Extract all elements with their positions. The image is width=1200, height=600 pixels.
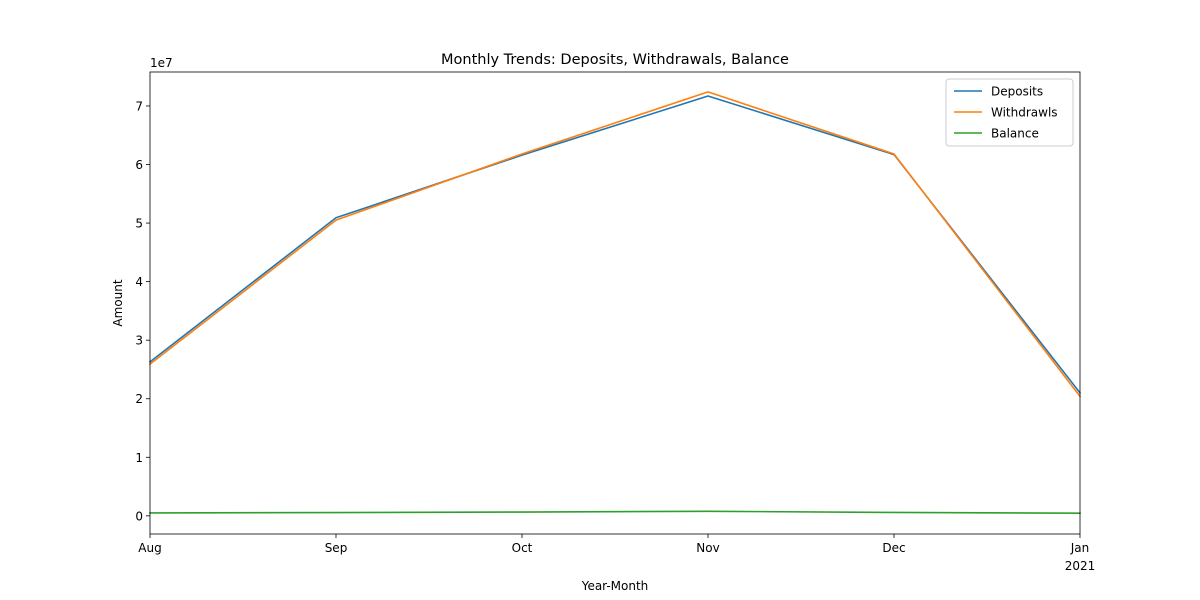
- x-tick-label: Nov: [696, 541, 719, 555]
- legend-label: Balance: [991, 127, 1039, 141]
- x-tick-label: Aug: [138, 541, 161, 555]
- series-line-balance: [149, 510, 1081, 515]
- series-line-withdrawls: [148, 91, 1082, 398]
- x-tick-label: Sep: [325, 541, 348, 555]
- y-axis-label: Amount: [111, 279, 125, 326]
- y-axis-offset-label: 1e7: [150, 56, 173, 70]
- x-tick-label-year: 2021: [1065, 559, 1096, 573]
- y-tick-label: 4: [135, 275, 143, 289]
- y-tick-label: 2: [135, 392, 143, 406]
- chart-title: Monthly Trends: Deposits, Withdrawals, B…: [441, 52, 789, 68]
- y-tick-label: 3: [135, 334, 143, 348]
- axes: 0 1 2 3 4 5 6 7 Aug Sep Oct Nov Dec Jan 2021: [135, 71, 1096, 573]
- legend-label: Deposits: [991, 85, 1043, 99]
- y-tick-label: 5: [135, 217, 143, 231]
- y-tick-label: 0: [135, 509, 143, 523]
- x-tick-label: Oct: [512, 541, 533, 555]
- legend: Deposits Withdrawls Balance: [945, 78, 1074, 147]
- y-tick-label: 7: [135, 99, 143, 113]
- y-tick-label: 1: [135, 451, 143, 465]
- legend-box: [945, 78, 1074, 147]
- y-tick-label: 6: [135, 158, 143, 172]
- x-axis-label: Year-Month: [581, 579, 649, 593]
- x-tick-label: Jan: [1070, 541, 1090, 555]
- legend-label: Withdrawls: [991, 106, 1058, 120]
- axes-frame: [149, 71, 1081, 535]
- series-line-deposits: [148, 95, 1082, 395]
- x-tick-label: Dec: [882, 541, 905, 555]
- plot-area: [148, 91, 1082, 515]
